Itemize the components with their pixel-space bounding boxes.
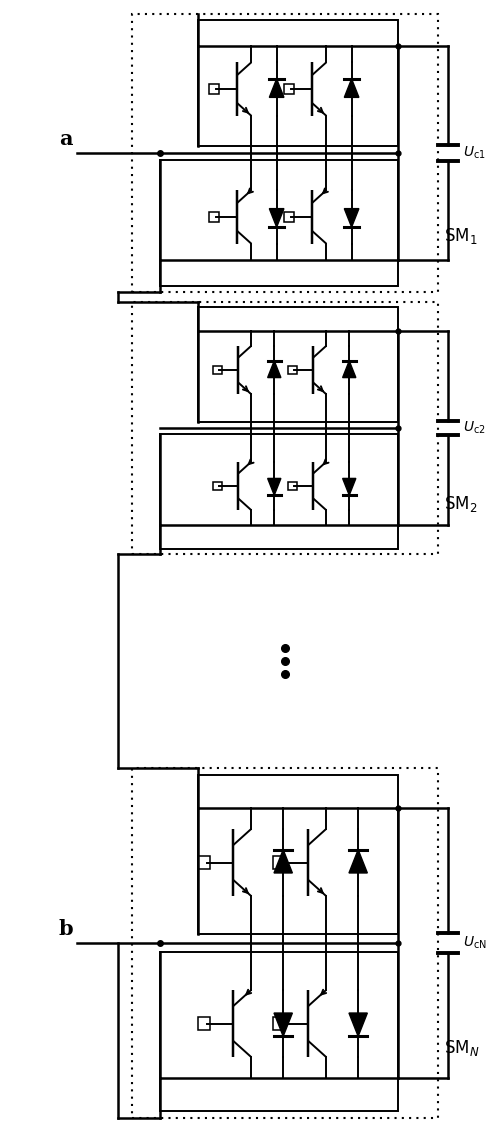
Polygon shape	[274, 850, 292, 873]
Bar	[212, 481, 221, 490]
Text: $U_{\mathrm{cN}}$: $U_{\mathrm{cN}}$	[462, 935, 486, 951]
Bar	[284, 212, 293, 221]
Bar	[197, 307, 397, 421]
Bar	[284, 85, 293, 94]
Bar	[198, 1017, 210, 1029]
Bar	[197, 19, 397, 146]
Polygon shape	[348, 1012, 367, 1036]
Bar	[197, 775, 397, 935]
Polygon shape	[267, 478, 281, 495]
Bar	[159, 160, 397, 286]
Bar	[208, 212, 218, 221]
Text: b: b	[58, 919, 73, 939]
Polygon shape	[269, 79, 284, 97]
Bar	[208, 85, 218, 94]
Polygon shape	[344, 209, 358, 227]
Polygon shape	[342, 360, 355, 377]
Text: a: a	[60, 129, 73, 149]
Bar	[159, 951, 397, 1111]
Polygon shape	[348, 850, 367, 873]
Bar	[273, 857, 285, 869]
Text: $U_{\mathrm{c2}}$: $U_{\mathrm{c2}}$	[462, 420, 485, 436]
Bar	[273, 1017, 285, 1029]
Polygon shape	[274, 1012, 292, 1036]
Polygon shape	[342, 478, 355, 495]
Bar	[159, 434, 397, 549]
Text: $U_{\mathrm{c1}}$: $U_{\mathrm{c1}}$	[462, 145, 485, 162]
Polygon shape	[344, 79, 358, 97]
Bar	[212, 366, 221, 374]
Bar	[198, 857, 210, 869]
Polygon shape	[267, 360, 281, 377]
Bar	[288, 481, 296, 490]
Bar	[288, 366, 296, 374]
Text: $\mathrm{SM}_1$: $\mathrm{SM}_1$	[443, 226, 476, 246]
Text: $\mathrm{SM}_N$: $\mathrm{SM}_N$	[443, 1038, 478, 1058]
Text: $\mathrm{SM}_2$: $\mathrm{SM}_2$	[443, 494, 476, 514]
Polygon shape	[269, 209, 284, 227]
